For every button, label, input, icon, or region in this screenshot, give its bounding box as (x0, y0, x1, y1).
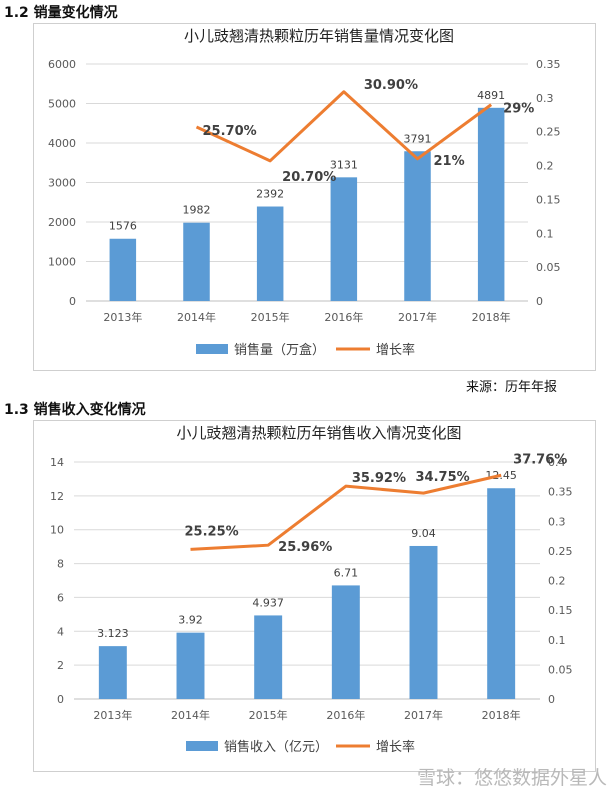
y-right-tick-label: 0.35 (548, 486, 573, 499)
y-right-tick-label: 0.05 (536, 261, 561, 274)
bar (256, 206, 284, 301)
bar-value-label: 6.71 (334, 566, 359, 579)
line-value-label: 29% (503, 102, 534, 117)
y-right-tick-label: 0.4 (548, 456, 566, 469)
line-value-label: 30.90% (364, 78, 418, 93)
bar (404, 151, 431, 301)
x-tick-label: 2013年 (103, 310, 142, 324)
y-left-tick-label: 1000 (48, 256, 76, 269)
y-right-tick-label: 0.05 (548, 663, 573, 676)
bar-value-label: 4891 (477, 89, 505, 102)
bar (176, 632, 205, 699)
y-right-tick-label: 0.1 (548, 634, 566, 647)
y-right-tick-label: 0.1 (536, 227, 554, 240)
y-left-tick-label: 6 (57, 591, 64, 604)
legend-bar-swatch (196, 344, 228, 354)
y-right-tick-label: 0 (548, 693, 555, 706)
bar (487, 488, 516, 699)
bar-value-label: 3791 (404, 132, 432, 145)
section-heading-sales-revenue: 1.3 销售收入变化情况 (4, 402, 146, 418)
watermark: 雪球：悠悠数据外星人 (416, 767, 607, 789)
y-left-tick-label: 14 (50, 456, 64, 469)
line-value-label: 34.75% (416, 470, 470, 485)
y-left-tick-label: 4000 (48, 137, 76, 150)
y-right-tick-label: 0 (536, 295, 543, 308)
y-left-tick-label: 3000 (48, 177, 76, 190)
y-left-tick-label: 2000 (48, 216, 76, 229)
y-left-tick-label: 0 (57, 693, 64, 706)
y-right-tick-label: 0.15 (548, 604, 573, 617)
bar-value-label: 3131 (330, 158, 358, 171)
x-tick-label: 2018年 (482, 708, 521, 722)
y-right-tick-label: 0.2 (536, 160, 554, 173)
legend-bar-label: 销售量（万盒） (234, 342, 325, 358)
x-tick-label: 2014年 (177, 310, 216, 324)
y-left-tick-label: 0 (69, 295, 76, 308)
line-value-label: 25.25% (185, 524, 239, 539)
y-left-tick-label: 2 (57, 659, 64, 672)
line-value-label: 21% (434, 154, 465, 169)
y-right-tick-label: 0.15 (536, 193, 561, 206)
bar-value-label: 2392 (256, 188, 284, 201)
growth-line (190, 473, 502, 551)
section-heading-sales-volume: 1.2 销量变化情况 (4, 5, 118, 21)
source-note: 来源：历年年报 (466, 380, 558, 395)
bar (409, 545, 438, 699)
chart-volume: 小儿豉翘清热颗粒历年销售量情况变化图 0 1000 2000 3000 4000 5000 6… (48, 27, 561, 358)
bar (331, 585, 360, 699)
bar-value-label: 3.92 (178, 614, 203, 627)
legend-bar-swatch (186, 741, 218, 751)
legend-bar-label: 销售收入（亿元） (224, 739, 328, 755)
x-tick-label: 2016年 (324, 310, 363, 324)
y-left-tick-label: 10 (50, 524, 64, 537)
chart-panel-revenue: 小儿豉翘清热颗粒历年销售收入情况变化图 0 2 4 6 8 10 12 14 0 0.05 0.1 0.… (33, 420, 596, 772)
bar-value-label: 3.123 (97, 627, 129, 640)
line-value-label: 20.70% (282, 170, 336, 185)
line-value-label: 25.70% (203, 124, 257, 139)
chart-title: 小儿豉翘清热颗粒历年销售收入情况变化图 (176, 424, 461, 442)
y-left-tick-label: 12 (50, 490, 64, 503)
growth-line (195, 90, 493, 163)
bar-value-label: 1982 (183, 204, 211, 217)
bar-value-label: 1576 (109, 220, 137, 233)
x-tick-label: 2018年 (472, 310, 511, 324)
bar (254, 615, 283, 699)
line-value-label: 35.92% (352, 471, 406, 486)
y-right-tick-label: 0.2 (548, 575, 566, 588)
y-left-tick-label: 8 (57, 558, 64, 571)
y-right-tick-label: 0.25 (536, 126, 561, 139)
line-value-label: 37.76% (513, 452, 567, 467)
x-tick-label: 2017年 (404, 708, 443, 722)
legend-line-label: 增长率 (376, 342, 415, 358)
bar (330, 177, 358, 301)
x-tick-label: 2016年 (326, 708, 365, 722)
bar (109, 238, 137, 301)
x-tick-label: 2015年 (249, 708, 288, 722)
bar-value-label: 9.04 (411, 527, 436, 540)
x-tick-label: 2015年 (251, 310, 290, 324)
bar-value-label: 4.937 (252, 596, 284, 609)
bar (183, 222, 210, 301)
y-left-tick-label: 5000 (48, 98, 76, 111)
bar (477, 107, 505, 301)
chart-panel-volume: 小儿豉翘清热颗粒历年销售量情况变化图 0 1000 2000 3000 4000 5000 6… (33, 23, 596, 371)
chart-title: 小儿豉翘清热颗粒历年销售量情况变化图 (184, 27, 454, 45)
y-left-tick-label: 4 (57, 625, 64, 638)
y-left-tick-label: 6000 (48, 58, 76, 71)
chart-revenue: 小儿豉翘清热颗粒历年销售收入情况变化图 0 2 4 6 8 10 12 14 0 0.05 0.1 0.… (50, 424, 573, 755)
line-value-label: 25.96% (278, 540, 332, 555)
x-tick-label: 2014年 (171, 708, 210, 722)
y-right-tick-label: 0.25 (548, 545, 573, 558)
bar (98, 646, 127, 699)
y-right-tick-label: 0.3 (548, 515, 566, 528)
y-right-tick-label: 0.3 (536, 92, 554, 105)
legend-line-label: 增长率 (376, 739, 415, 755)
x-tick-label: 2017年 (398, 310, 437, 324)
x-tick-label: 2013年 (93, 708, 132, 722)
y-right-tick-label: 0.35 (536, 58, 561, 71)
